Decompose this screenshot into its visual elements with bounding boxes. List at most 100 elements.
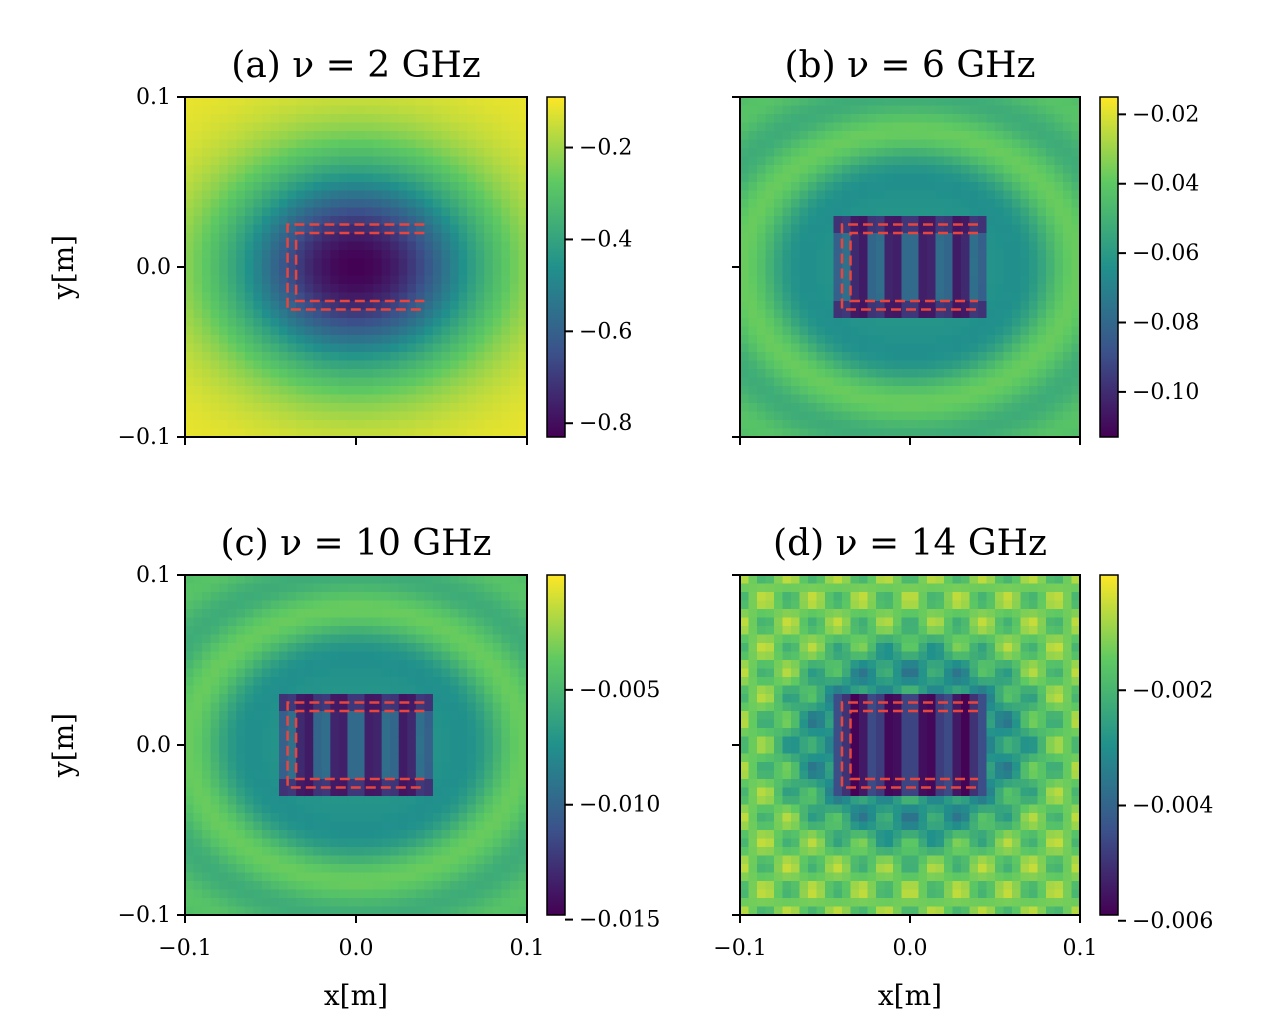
heatmap-cell — [381, 275, 391, 285]
heatmap-cell — [287, 105, 297, 115]
heatmap-cell — [740, 847, 750, 857]
heatmap-cell — [765, 343, 775, 353]
heatmap-cell — [518, 114, 528, 124]
heatmap-cell — [458, 583, 468, 593]
heatmap-cell — [356, 156, 366, 166]
heatmap-cell — [518, 97, 528, 107]
heatmap-cell — [978, 258, 988, 268]
heatmap-cell — [244, 583, 254, 593]
heatmap-cell — [492, 369, 502, 379]
heatmap-cell — [261, 898, 272, 908]
heatmap-cell — [441, 284, 451, 294]
heatmap-cell — [450, 889, 460, 899]
heatmap-cell — [501, 626, 511, 636]
heatmap-cell — [313, 403, 323, 413]
heatmap-cell — [774, 122, 784, 132]
heatmap-cell — [321, 335, 331, 345]
heatmap-cell — [304, 830, 314, 840]
heatmap-cell — [296, 847, 306, 857]
heatmap-cell — [808, 182, 818, 192]
heatmap-cell — [799, 156, 809, 166]
heatmap-cell — [467, 889, 477, 899]
heatmap-cell — [313, 182, 323, 192]
heatmap-cell — [995, 301, 1005, 311]
heatmap-cell — [501, 335, 511, 345]
heatmap-cell — [944, 139, 954, 149]
heatmap-cell — [210, 258, 220, 268]
heatmap-cell — [884, 428, 894, 438]
heatmap-cell — [748, 711, 758, 721]
heatmap-cell — [415, 804, 425, 814]
heatmap-cell — [1003, 182, 1013, 192]
heatmap-cell — [458, 779, 468, 789]
heatmap-cell — [935, 428, 945, 438]
heatmap-cell — [1054, 360, 1064, 370]
heatmap-cell — [398, 173, 408, 183]
heatmap-cell — [390, 250, 400, 260]
heatmap-cell — [484, 420, 494, 430]
heatmap-cell — [450, 728, 460, 738]
heatmap-cell — [757, 190, 767, 200]
heatmap-cell — [467, 660, 477, 670]
heatmap-cell — [961, 377, 971, 387]
heatmap-cell — [185, 600, 195, 610]
heatmap-cell — [287, 241, 297, 251]
heatmap-cell — [227, 139, 237, 149]
heatmap-cell — [279, 360, 289, 370]
heatmap-cell — [338, 326, 349, 336]
heatmap-cell — [859, 369, 869, 379]
heatmap-cell — [398, 617, 408, 627]
heatmap-cell — [944, 403, 954, 413]
heatmap-cell — [227, 173, 237, 183]
heatmap-cell — [842, 326, 852, 336]
heatmap-cell — [296, 343, 306, 353]
heatmap-cell — [1029, 241, 1039, 251]
heatmap-cell — [261, 583, 272, 593]
heatmap-cell — [338, 626, 349, 636]
heatmap-cell — [450, 207, 460, 217]
heatmap-cell — [202, 719, 212, 729]
heatmap-cell — [808, 139, 818, 149]
heatmap-cell — [475, 386, 485, 396]
heatmap-cell — [765, 318, 775, 328]
heatmap-cell — [185, 617, 195, 627]
heatmap-cell — [253, 122, 263, 132]
heatmap-cell — [740, 864, 750, 874]
heatmap-cell — [927, 148, 937, 158]
heatmap-cell — [313, 898, 323, 908]
heatmap-cell — [467, 762, 477, 772]
heatmap-cell — [740, 796, 750, 806]
heatmap-cell — [364, 411, 374, 421]
heatmap-cell — [415, 762, 425, 772]
heatmap-cell — [313, 241, 323, 251]
heatmap-cell — [484, 386, 494, 396]
heatmap-cell — [304, 309, 314, 319]
heatmap-cell — [748, 165, 758, 175]
heatmap-cell — [1003, 386, 1013, 396]
heatmap-cell — [253, 173, 263, 183]
heatmap-cell — [995, 97, 1005, 107]
heatmap-cell — [450, 702, 460, 712]
heatmap-cell — [765, 190, 775, 200]
heatmap-cell — [338, 770, 349, 780]
heatmap-cell — [381, 377, 391, 387]
heatmap-cell — [893, 403, 903, 413]
heatmap-cell — [518, 694, 528, 704]
heatmap-cell — [740, 694, 750, 704]
heatmap-cell — [1063, 190, 1073, 200]
heatmap-cell — [876, 105, 886, 115]
heatmap-cell — [748, 301, 758, 311]
heatmap-cell — [313, 131, 323, 141]
heatmap-cell — [867, 207, 877, 217]
heatmap-cell — [330, 258, 340, 268]
heatmap-cell — [1029, 258, 1039, 268]
heatmap-cell — [313, 881, 323, 891]
heatmap-cell — [484, 719, 494, 729]
heatmap-cell — [313, 216, 323, 226]
heatmap-cell — [296, 309, 306, 319]
heatmap-cell — [202, 148, 212, 158]
heatmap-cell — [236, 821, 246, 831]
heatmap-cell — [475, 609, 485, 619]
heatmap-cell — [850, 97, 860, 107]
heatmap-cell — [850, 301, 860, 311]
